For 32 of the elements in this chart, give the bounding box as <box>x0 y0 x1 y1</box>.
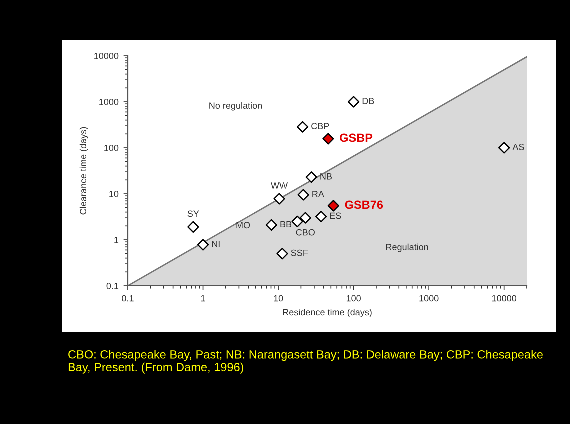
data-label: BB <box>280 221 292 228</box>
x-tick-label: 1000 <box>420 295 439 302</box>
annotation: MO <box>236 222 250 229</box>
x-tick-label: 10000 <box>492 295 517 302</box>
y-axis-title: Clearance time (days) <box>80 127 88 215</box>
data-label: AS <box>512 144 524 150</box>
data-label: GSBP <box>340 134 373 142</box>
y-tick-label: 1 <box>114 237 119 244</box>
data-label: GSB76 <box>345 200 384 210</box>
x-tick-label: 100 <box>346 295 361 302</box>
x-axis-title: Residence time (days) <box>283 309 372 318</box>
x-tick-label: 0.1 <box>122 295 134 302</box>
data-label: SY <box>188 210 200 218</box>
y-tick-label: 10 <box>110 190 119 198</box>
y-tick-label: 100 <box>104 144 119 152</box>
data-label: NI <box>212 241 220 248</box>
x-tick-label: 10 <box>274 295 284 302</box>
data-label: NB <box>320 173 332 180</box>
annotation: No regulation <box>210 102 262 111</box>
text: CBO: Chesapeake Bay, Past; NB: Narangasett Bay; DB: Delaware Bay; CBP: Chesapeake Bay, Present. (From Dame, 1996) <box>68 350 543 374</box>
x-tick-label: 1 <box>201 295 206 302</box>
data-label: DB <box>362 98 374 104</box>
data-label: ES <box>330 212 342 220</box>
y-tick-label: 10000 <box>94 52 119 60</box>
data-label: RA <box>312 191 324 198</box>
data-label: WW <box>271 182 288 189</box>
data-label: SSF <box>291 250 308 256</box>
annotation: Regulation <box>386 244 428 252</box>
y-tick-label: 1000 <box>100 98 119 106</box>
data-label: CBO <box>296 229 315 236</box>
data-label: CBP <box>312 123 330 130</box>
y-tick-label: 0.1 <box>106 282 119 290</box>
